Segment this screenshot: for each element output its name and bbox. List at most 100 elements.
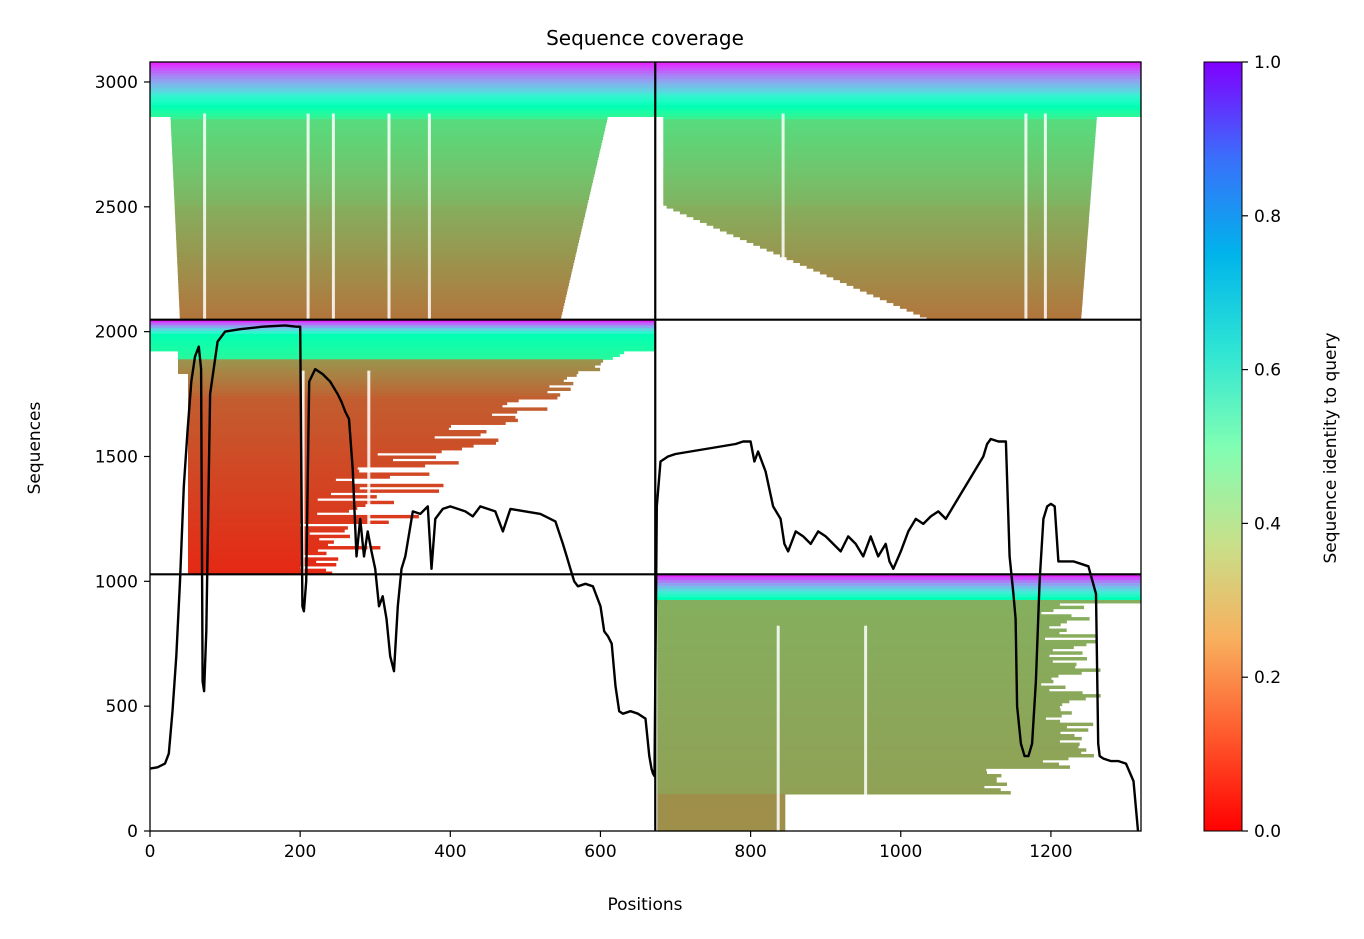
heat-row	[188, 531, 310, 536]
heat-row	[188, 557, 339, 561]
heat-row	[174, 196, 590, 201]
heat-row	[150, 79, 656, 83]
heat-row	[188, 432, 481, 437]
heat-row	[173, 179, 593, 183]
heat-row	[188, 526, 348, 530]
heat-row	[188, 438, 499, 442]
colorbar-tick-label: 0.6	[1254, 361, 1281, 381]
heat-row	[657, 822, 786, 826]
heat-row	[188, 483, 444, 488]
heat-row	[657, 793, 786, 798]
heat-row	[657, 825, 786, 829]
heat-row	[188, 461, 459, 465]
heat-gap	[301, 370, 305, 575]
heat-gap	[1024, 113, 1028, 320]
heat-row	[746, 239, 1088, 243]
heat-row	[178, 291, 567, 295]
heat-row	[657, 602, 1060, 607]
heat-row	[655, 580, 1141, 584]
heat-row	[655, 96, 1141, 100]
heat-row	[793, 259, 1086, 263]
heat-row	[657, 608, 1054, 613]
heat-row	[657, 674, 1059, 678]
heat-row	[657, 728, 1089, 732]
heat-row	[657, 705, 1060, 709]
heat-row	[188, 415, 516, 420]
colorbar	[1203, 61, 1243, 832]
heat-row	[175, 213, 585, 218]
heat-row	[699, 219, 1089, 223]
heat-row	[188, 517, 369, 522]
heat-row	[178, 356, 613, 360]
heat-row	[657, 788, 1001, 792]
heat-row	[657, 708, 1061, 712]
heat-row	[188, 506, 358, 510]
heat-row	[657, 619, 1067, 624]
heat-row	[173, 170, 595, 175]
heat-row	[657, 805, 786, 809]
heat-row	[150, 339, 656, 343]
heat-row	[179, 308, 563, 312]
heat-row	[172, 162, 597, 166]
heat-gap	[427, 113, 431, 320]
heat-row	[655, 79, 1141, 83]
heat-row	[663, 150, 1095, 155]
heat-row	[188, 512, 318, 516]
heat-row	[188, 421, 506, 425]
heat-row	[657, 702, 1063, 707]
heat-row	[150, 84, 656, 89]
heat-row	[679, 210, 1090, 215]
heat-row	[853, 285, 1084, 289]
y-tick-label: 1000	[95, 572, 138, 592]
heat-row	[177, 270, 572, 275]
heat-row	[188, 410, 518, 414]
heat-row	[663, 165, 1093, 169]
heat-row	[172, 165, 597, 169]
heat-row	[178, 296, 566, 301]
heat-row	[655, 594, 1141, 598]
heat-row	[188, 381, 574, 386]
colorbar-label: Sequence identity to query	[1321, 332, 1341, 563]
heat-row	[657, 688, 1050, 692]
heat-row	[693, 216, 1089, 221]
heat-row	[174, 202, 588, 206]
heat-row	[171, 142, 602, 146]
heat-row	[655, 70, 1141, 75]
heat-row	[657, 659, 1053, 664]
heat-row	[150, 113, 656, 117]
heat-row	[655, 591, 1141, 595]
heat-row	[657, 765, 1070, 769]
x-tick-label: 200	[284, 842, 316, 862]
heat-row	[150, 347, 656, 352]
x-tick-label: 400	[434, 842, 466, 862]
heat-row	[663, 199, 1091, 203]
heat-row	[171, 133, 604, 138]
heat-row	[172, 150, 600, 155]
chart-title: Sequence coverage	[546, 26, 744, 50]
heat-row	[663, 182, 1092, 186]
heat-row	[655, 67, 1141, 72]
heat-row	[188, 503, 366, 508]
heat-row	[657, 716, 1046, 721]
heat-row	[663, 185, 1092, 189]
heat-row	[663, 145, 1095, 149]
y-axis-ticks: 0 500 1000 1500 2000 2500 3000	[95, 73, 150, 842]
heat-row	[173, 185, 592, 189]
heat-row	[657, 699, 1070, 704]
heat-row	[913, 311, 1082, 315]
heat-row	[799, 262, 1086, 266]
heat-row	[150, 90, 656, 95]
heat-row	[188, 379, 564, 383]
colorbar-tick-label: 0.4	[1254, 514, 1281, 534]
heat-row	[657, 605, 1085, 610]
y-tick-label: 2000	[95, 323, 138, 343]
heat-row	[176, 250, 577, 255]
heat-row	[175, 225, 583, 229]
heat-row	[655, 588, 1141, 593]
heat-row	[178, 285, 569, 289]
heat-row	[188, 475, 390, 479]
heat-row	[657, 762, 1059, 767]
heat-row	[739, 236, 1088, 241]
heat-row	[906, 308, 1082, 312]
heat-row	[178, 276, 571, 281]
